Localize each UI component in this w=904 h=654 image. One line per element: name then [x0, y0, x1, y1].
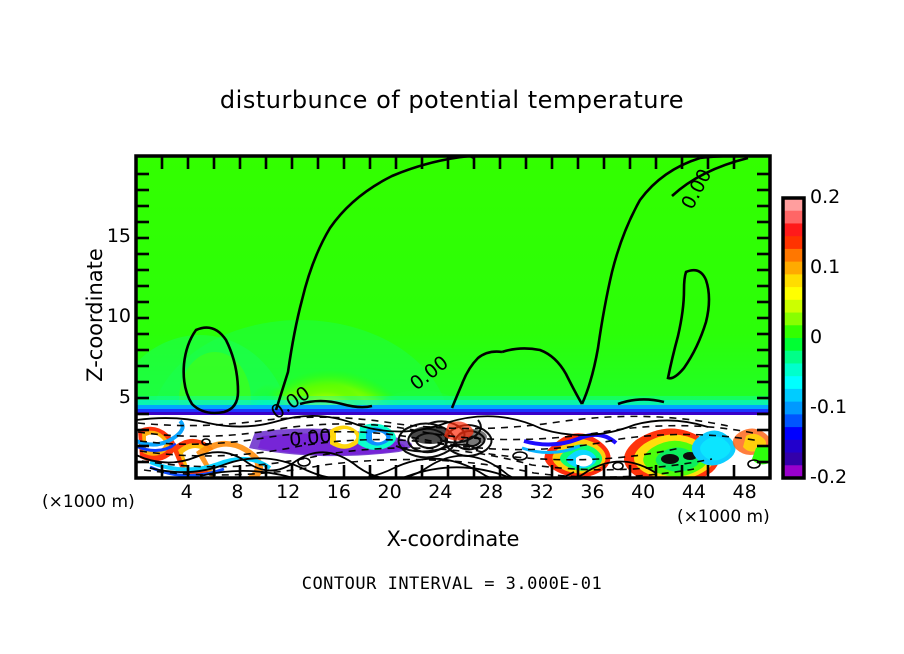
- colorbar-tick-label: 0: [810, 326, 823, 348]
- colorbar-swatch: [783, 350, 804, 365]
- colorbar-swatch: [783, 363, 804, 377]
- colorbar-swatch: [783, 414, 804, 428]
- colorbar-swatch: [783, 338, 804, 352]
- x-axis-unit-label: (×1000 m): [677, 507, 770, 527]
- colorbar-swatch: [783, 274, 804, 288]
- colorbar-swatch: [783, 325, 804, 339]
- x-tick-label: 12: [276, 481, 301, 503]
- contour-interval-note: CONTOUR INTERVAL = 3.000E-01: [301, 574, 603, 594]
- colorbar-swatch: [783, 452, 804, 466]
- colorbar-tick-label: 0.1: [810, 256, 841, 278]
- x-tick-label: 32: [529, 481, 554, 503]
- colorbar-swatch: [783, 198, 804, 212]
- left-ticks: [136, 172, 149, 464]
- colorbar-swatch: [783, 312, 804, 326]
- y-tick-label: 10: [106, 305, 131, 327]
- colorbar-swatch: [783, 236, 804, 250]
- colorbar-swatch: [783, 465, 804, 479]
- colorbar-swatch: [783, 427, 804, 441]
- colorbar-swatch: [783, 439, 804, 454]
- colorbar-tick-label: -0.2: [810, 466, 848, 488]
- plot-field: [136, 156, 770, 478]
- zero-contour-lines: [182, 156, 749, 415]
- x-tick-label: 44: [681, 481, 706, 503]
- x-tick-label: 4: [180, 481, 193, 503]
- x-tick-label: 20: [377, 481, 402, 503]
- boundary-layer: [136, 405, 770, 478]
- y-tick-label: 5: [118, 385, 131, 408]
- x-tick-label: 8: [231, 481, 244, 503]
- y-tick-label: 15: [106, 224, 131, 247]
- bottom-ticks: [160, 465, 736, 478]
- colorbar-tick-label: 0.2: [810, 186, 841, 208]
- top-ticks: [160, 156, 736, 169]
- y-axis-unit-label: (×1000 m): [42, 492, 135, 512]
- colorbar-swatch: [783, 299, 804, 314]
- colorbar-swatch: [783, 401, 804, 415]
- x-tick-label: 36: [580, 481, 605, 503]
- colorbar-swatch: [783, 223, 804, 237]
- x-tick-label: 16: [326, 481, 351, 503]
- contour-label: 0.00: [288, 425, 332, 451]
- colorbar[interactable]: [781, 196, 806, 480]
- colorbar-tick-label: -0.1: [810, 396, 848, 418]
- colorbar-swatch: [783, 210, 804, 225]
- colorbar-swatch: [783, 248, 804, 263]
- colorbar-swatch: [783, 287, 804, 301]
- x-tick-label: 28: [478, 481, 504, 503]
- colorbar-swatch: [783, 376, 804, 390]
- colorbar-swatch: [783, 388, 804, 403]
- page-title: disturbunce of potential temperature: [219, 86, 685, 114]
- colorbar-swatch: [783, 261, 804, 275]
- plot-frame: [134, 154, 772, 480]
- x-tick-label: 40: [631, 481, 656, 503]
- colorbar-frame: [781, 196, 806, 480]
- x-axis-label: X-coordinate: [386, 527, 520, 551]
- right-ticks: [757, 172, 770, 464]
- x-tick-label: 24: [428, 481, 453, 503]
- x-tick-label: 48: [732, 481, 757, 503]
